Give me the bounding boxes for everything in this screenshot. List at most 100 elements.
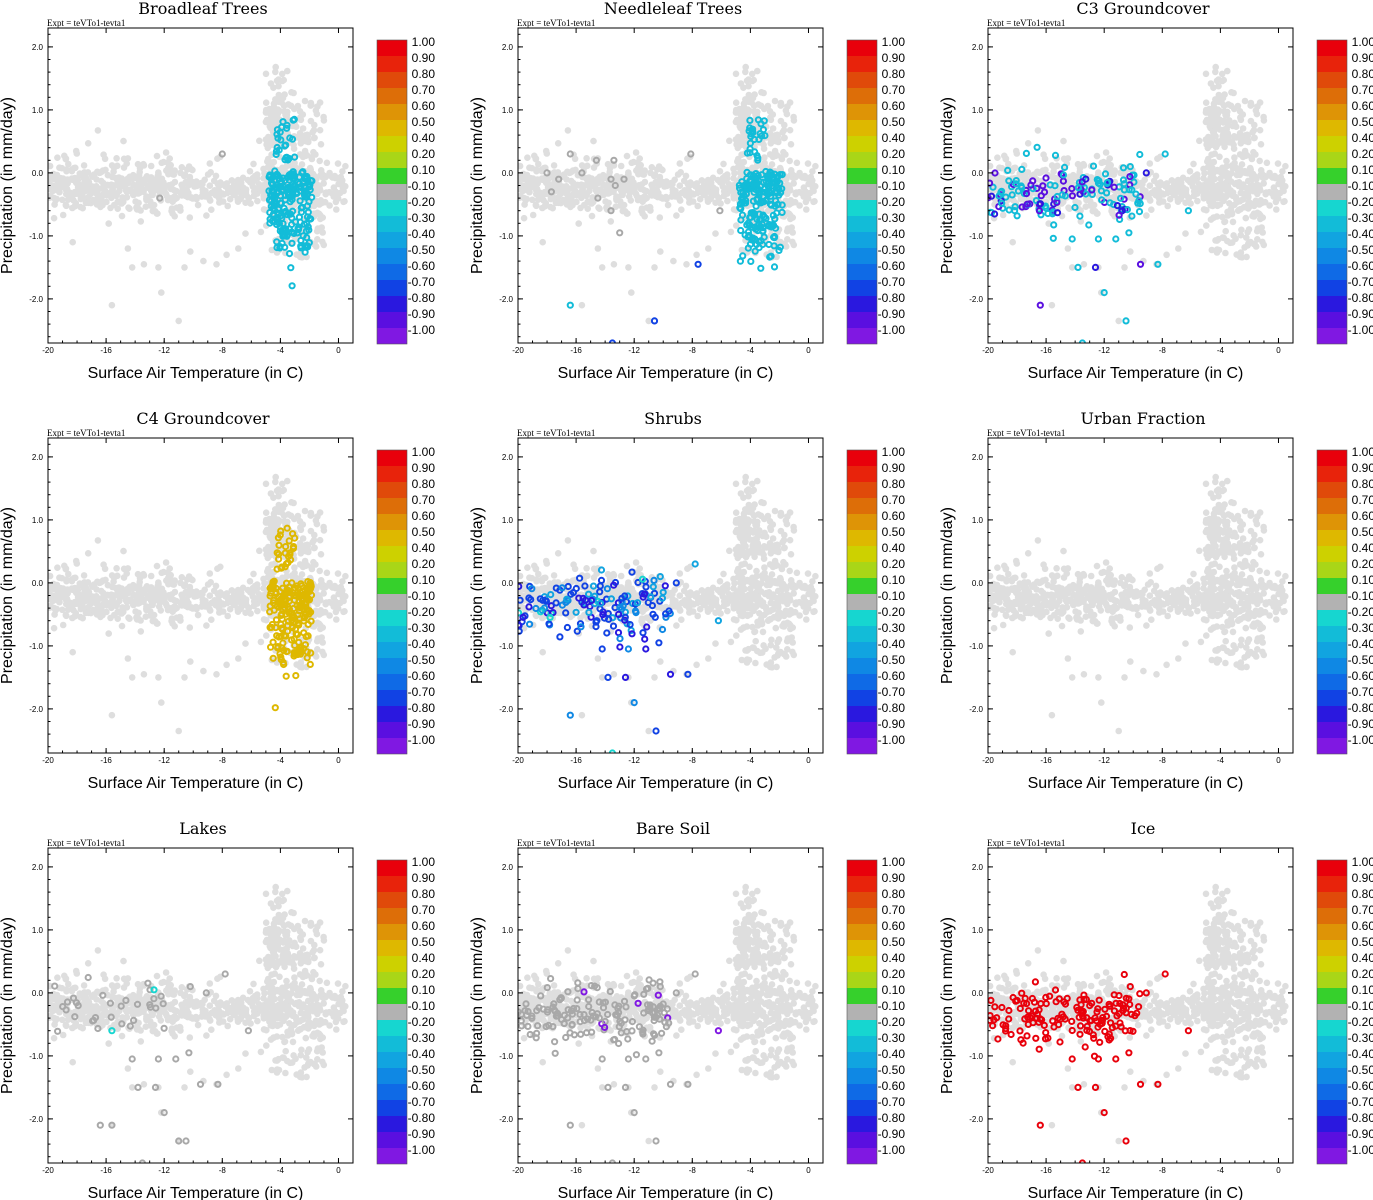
colorbar-label: 0.90 [882,51,906,65]
background-point [170,171,178,178]
data-point [759,126,768,134]
background-point [260,192,268,200]
data-point [611,181,619,190]
background-point [230,182,238,189]
background-point [1115,317,1122,325]
background-point [700,182,708,189]
background-point [275,501,283,509]
background-point [143,184,151,191]
background-point [1060,198,1067,206]
background-point [742,68,749,76]
colorbar-label: -0.70 [1348,275,1373,289]
colorbar-swatch [1317,56,1347,72]
data-point [770,234,779,242]
background-point [166,565,173,572]
background-point [263,632,270,639]
background-point [777,238,784,246]
colorbar-label: -0.40 [1348,227,1373,241]
background-point [268,246,276,254]
data-point [273,143,281,152]
colorbar-swatch [847,296,877,312]
background-point [1200,192,1207,200]
background-point [204,171,212,178]
background-point [80,162,88,169]
data-point [738,211,747,219]
background-point [583,155,590,162]
y-tick-label: 0.0 [32,169,44,178]
background-point [96,579,103,587]
x-axis-label: Surface Air Temperature (in C) [1028,365,1244,382]
background-point [137,628,145,635]
colorbar-label: 0.50 [882,115,906,129]
background-point [740,84,747,91]
background-point [64,586,71,593]
background-point [103,198,110,206]
background-point [617,162,625,170]
background-point [124,245,132,252]
background-point [698,177,706,184]
background-point [246,578,254,585]
background-point [1254,103,1261,110]
background-point [171,588,179,596]
x-tick-label: -20 [42,346,54,355]
y-tick-label: 0.0 [502,169,514,178]
background-point [1024,169,1032,176]
background-point [281,91,288,98]
background-point [1107,161,1114,169]
background-point [1230,145,1238,152]
background-point [330,184,338,191]
background-point [108,301,116,309]
colorbar-label: -0.60 [408,259,436,273]
data-point [298,203,306,211]
background-point [114,205,121,212]
background-point [289,122,297,130]
colorbar-label: -0.80 [1348,291,1373,305]
data-point [749,210,758,218]
background-point [521,201,528,208]
background-point [107,614,114,622]
background-point [122,591,129,599]
colorbar-label: 0.10 [1352,163,1373,177]
colorbar-swatch [847,312,877,328]
colorbar-swatch [1317,72,1347,88]
data-point [285,154,293,163]
background-point [1215,91,1223,99]
background-point [1210,214,1218,221]
background-point [266,105,273,113]
background-point [1222,249,1229,257]
background-point [804,195,812,202]
background-point [134,160,142,168]
data-point [300,188,309,196]
colorbar-label: 0.60 [882,99,906,113]
background-point [535,160,542,168]
y-tick-label: -2.0 [969,295,983,304]
background-point [84,590,92,598]
background-point [160,158,167,166]
background-point [630,179,637,186]
background-point [1231,154,1238,161]
data-point [746,145,754,153]
background-point [578,301,586,309]
background-point [105,220,112,227]
background-point [188,604,195,611]
background-point [317,551,325,558]
background-point [780,126,788,134]
colorbar-swatch [377,72,407,88]
background-point [178,574,186,581]
background-point [50,214,58,222]
background-point [137,182,145,189]
background-point [590,198,597,206]
background-point [718,179,725,187]
background-point [112,192,120,200]
background-point [53,195,60,203]
background-point [1216,126,1224,133]
background-point [69,238,76,246]
background-point [296,252,304,260]
data-point [1136,150,1144,159]
panel-title: Needleleaf Trees [604,0,742,18]
background-point [158,699,165,706]
background-point [1217,167,1224,174]
background-point [268,561,275,568]
background-point [740,122,748,129]
background-point [804,175,812,182]
